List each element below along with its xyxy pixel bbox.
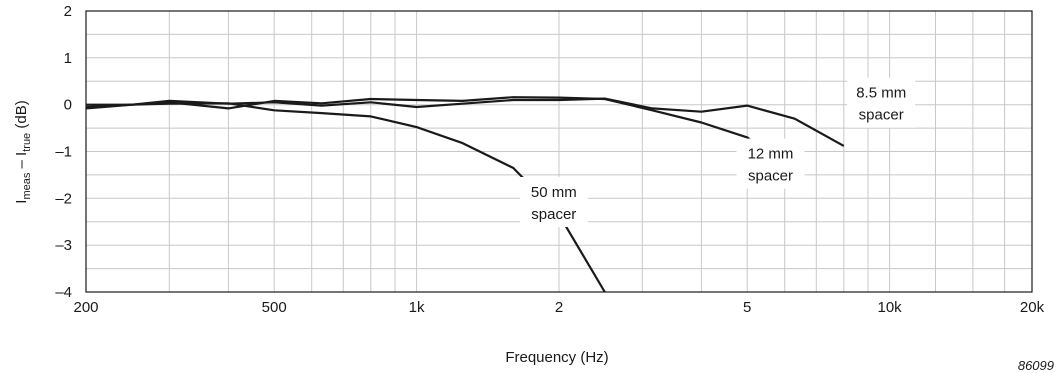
curve-50mm-spacer [85, 102, 606, 293]
label-8-5mm-spacer-bg [847, 77, 916, 128]
x-tick-label: 1k [409, 299, 425, 316]
x-tick-label: 10k [878, 299, 903, 316]
label-50mm-spacer-line: spacer [531, 206, 576, 223]
grid [86, 11, 1032, 292]
curves [85, 96, 845, 293]
y-axis-label-base1: I [13, 200, 30, 204]
label-50mm-spacer-line: 50 mm [531, 184, 577, 201]
x-tick-label: 500 [262, 299, 287, 316]
x-axis-label: Frequency (Hz) [505, 349, 608, 366]
label-8-5mm-spacer-line: 8.5 mm [856, 85, 906, 102]
y-tick-label: –2 [55, 190, 72, 207]
figure-number: 86099 [1018, 358, 1054, 373]
y-axis-label-tail: (dB) [13, 100, 30, 133]
label-8-5mm-spacer-line: spacer [859, 107, 904, 124]
curve-12mm-spacer [86, 96, 796, 175]
y-tick-label: 1 [64, 50, 72, 67]
curve-labels: 50 mm spacer 12 mm spacer 8.5 mm spacer [519, 77, 916, 227]
y-tick-label: –4 [55, 284, 72, 301]
y-tick-label: –3 [55, 237, 72, 254]
y-tick-label: 2 [64, 3, 72, 20]
label-50mm-spacer-bg [519, 177, 588, 227]
y-axis-label: Imeas – Itrue (dB) [13, 100, 33, 203]
y-tick-label: –1 [55, 144, 72, 161]
y-axis-label-sub1: meas [21, 172, 33, 199]
plot-frame [85, 10, 1033, 293]
label-12mm-spacer-bg [736, 138, 805, 189]
y-tick-labels: 2 1 0 –1 –2 –3 –4 [55, 3, 72, 301]
y-axis-label-sub2: true [21, 133, 33, 152]
x-tick-label: 2 [555, 299, 563, 316]
curve-8-5mm-spacer [85, 97, 845, 147]
x-tick-labels: 200 500 1k 2 5 10k 20k [73, 299, 1044, 316]
label-12mm-spacer-line: spacer [748, 168, 793, 185]
x-tick-label: 200 [73, 299, 98, 316]
x-tick-label: 5 [743, 299, 751, 316]
label-12mm-spacer-line: 12 mm [748, 146, 794, 163]
x-tick-label: 20k [1020, 299, 1045, 316]
y-axis-label-mid: – I [13, 152, 30, 173]
y-tick-label: 0 [64, 97, 72, 114]
